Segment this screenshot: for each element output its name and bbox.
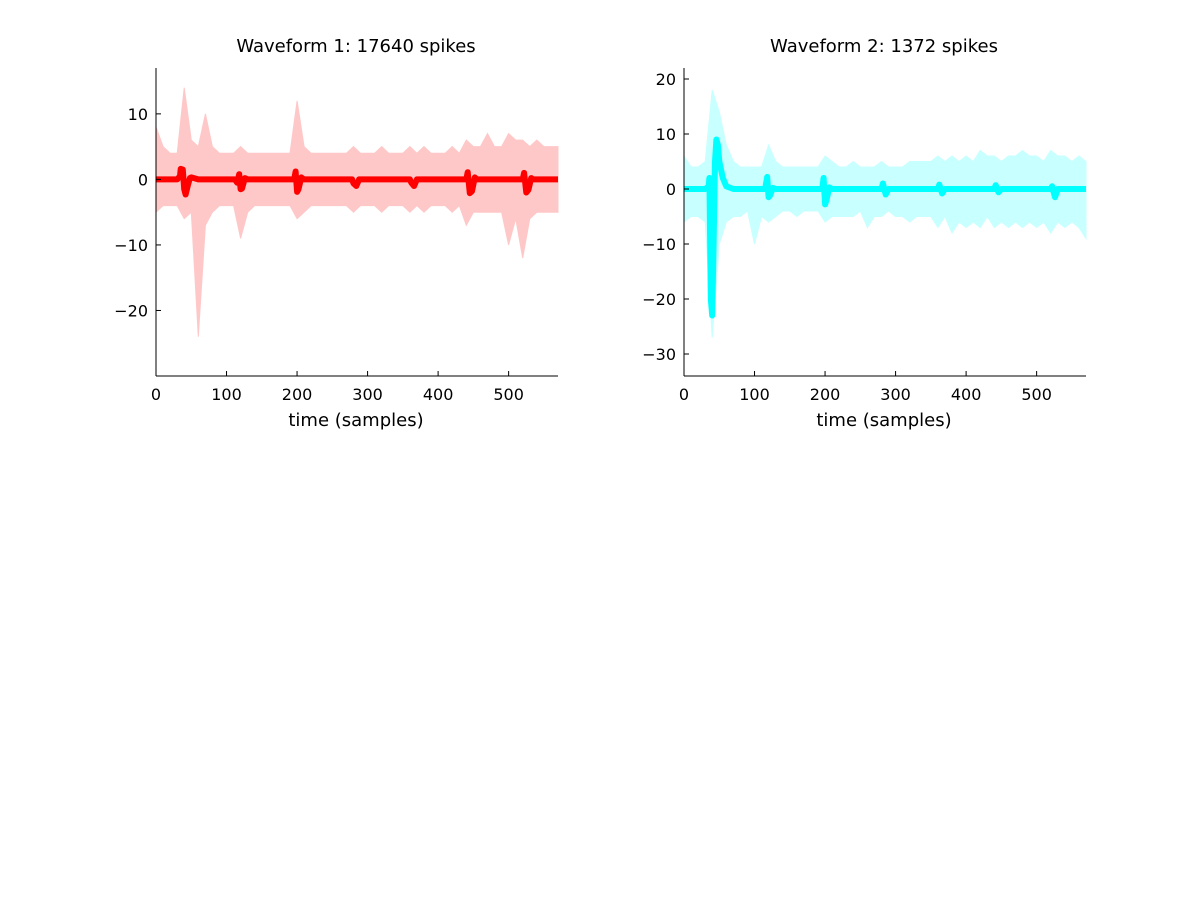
- x-tick-label: 500: [493, 385, 524, 404]
- mean-waveform-line: [156, 165, 558, 198]
- y-tick-label: −10: [642, 235, 676, 254]
- mean-layer: [684, 136, 1086, 319]
- y-tick-label: 10: [656, 125, 676, 144]
- mean-layer: [156, 165, 558, 198]
- y-tick-label: −20: [114, 301, 148, 320]
- mean-waveform-line: [684, 136, 1086, 319]
- waveform-1-panel: Waveform 1: 17640 spikes 0 100 200 300 400 50…: [114, 36, 559, 431]
- x-tick-label: 0: [679, 385, 689, 404]
- x-tick-label: 400: [423, 385, 454, 404]
- x-tick-label: 300: [880, 385, 911, 404]
- y-tick-label: 0: [666, 180, 676, 199]
- y-tick-label: −30: [642, 345, 676, 364]
- x-tick-label: 400: [951, 385, 982, 404]
- y-tick-label: −20: [642, 290, 676, 309]
- band-layer: [155, 87, 559, 337]
- waveform-2-panel: Waveform 2: 1372 spikes 0 100 200 300 400 500…: [642, 36, 1087, 431]
- y-tick-label: 10: [128, 105, 148, 124]
- spike-envelope: [155, 87, 559, 337]
- band-layer: [683, 89, 1087, 338]
- chart-title: Waveform 2: 1372 spikes: [770, 36, 998, 57]
- spike-envelope: [683, 89, 1087, 338]
- x-tick-label: 0: [151, 385, 161, 404]
- x-tick-label: 300: [352, 385, 383, 404]
- x-tick-label: 100: [739, 385, 770, 404]
- x-tick-label: 100: [211, 385, 242, 404]
- y-tick-label: −10: [114, 236, 148, 255]
- y-tick-label: 20: [656, 70, 676, 89]
- x-tick-label: 200: [282, 385, 313, 404]
- x-tick-label: 200: [810, 385, 841, 404]
- y-tick-label: 0: [138, 170, 148, 189]
- chart-title: Waveform 1: 17640 spikes: [236, 36, 475, 57]
- x-tick-label: 500: [1021, 385, 1052, 404]
- x-axis-label: time (samples): [816, 410, 951, 431]
- x-axis-label: time (samples): [288, 410, 423, 431]
